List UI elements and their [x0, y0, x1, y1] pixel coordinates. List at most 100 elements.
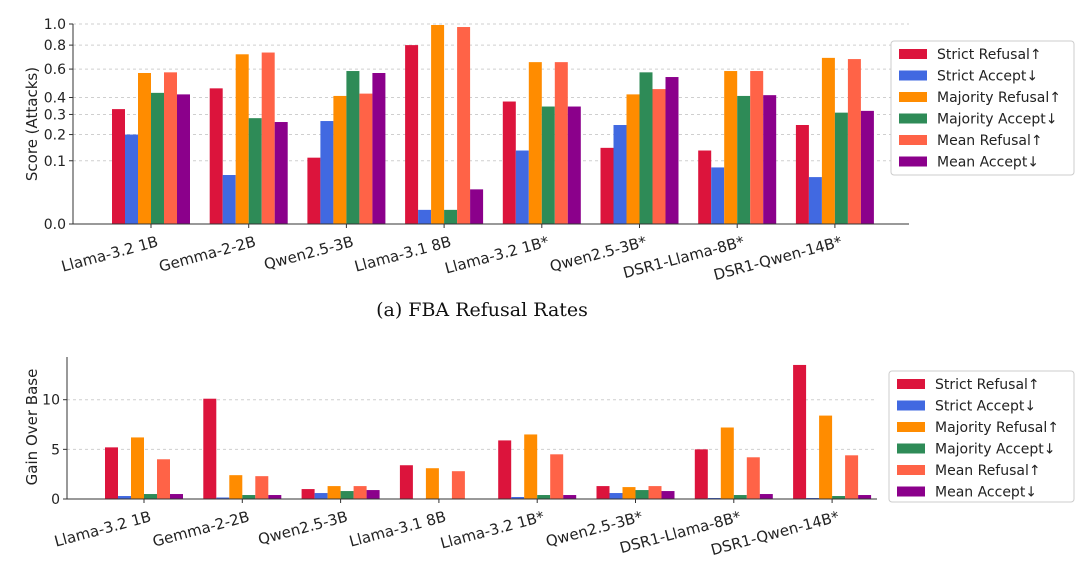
bar [366, 490, 380, 499]
x-tick-label: Qwen2.5-3B [262, 232, 355, 273]
bar [320, 121, 334, 224]
legend-label: Majority Refusal↑ [935, 420, 1059, 436]
bar [144, 494, 157, 499]
bar [118, 496, 131, 499]
legend-label: Mean Accept↓ [935, 485, 1037, 501]
bar [847, 59, 861, 224]
bar [720, 427, 734, 499]
legend-swatch [897, 379, 925, 389]
legend-box [890, 40, 1075, 176]
x-tick-label: Llama-3.1 8B [352, 232, 453, 275]
y-tick-label: 0.2 [44, 128, 66, 144]
bar [405, 45, 419, 224]
legend-label: Majority Accept↓ [935, 442, 1055, 458]
bar [733, 495, 747, 499]
bar [216, 497, 230, 499]
y-tick-label: 0.1 [44, 154, 66, 170]
bar [845, 455, 859, 499]
bar [502, 101, 516, 224]
x-tick-label: Qwen2.5-3B [256, 507, 349, 548]
bar [157, 459, 170, 499]
grid-lines [73, 23, 909, 225]
legend-swatch [899, 49, 927, 59]
bar [563, 495, 577, 499]
bar [229, 475, 243, 499]
caption: (a) FBA Refusal Rates [376, 299, 588, 321]
legend-swatch [897, 422, 925, 432]
bar [457, 27, 471, 225]
y-tick-labels: 0 5 10 [42, 393, 60, 508]
x-tick-label: Gemma-2-2B [157, 232, 258, 275]
bar [524, 434, 538, 499]
legend-label: Mean Refusal↑ [937, 133, 1043, 149]
bar [327, 486, 341, 499]
bars [105, 364, 872, 499]
legend-label: Strict Refusal↑ [935, 377, 1040, 393]
bar [399, 465, 413, 499]
y-tick-label: 1.0 [44, 17, 66, 33]
bar [451, 471, 465, 499]
bar [596, 486, 610, 499]
bar [372, 73, 386, 224]
bar [613, 125, 627, 224]
bar [511, 497, 525, 499]
bar [418, 209, 432, 224]
bar [222, 175, 236, 224]
bar [661, 491, 675, 499]
bar [648, 486, 662, 499]
bar [498, 440, 512, 499]
bar [759, 494, 773, 499]
legend-swatch [897, 465, 925, 475]
legend-swatch [897, 400, 925, 411]
bar [550, 454, 564, 499]
bar [170, 494, 183, 499]
bar [138, 73, 151, 224]
bar [515, 150, 529, 224]
bar [425, 468, 439, 499]
y-tick-label: 0.3 [44, 107, 66, 123]
x-tick-label: Llama-3.2 1B [52, 507, 153, 550]
bar [724, 71, 738, 224]
bar [301, 489, 315, 499]
y-tick-label: 0 [51, 492, 60, 508]
bar [177, 94, 190, 224]
legend: Strict Refusal↑ Strict Accept↓ Majority Re… [890, 40, 1075, 176]
bar [832, 496, 846, 499]
y-tick-label: 0.6 [44, 62, 66, 78]
legend-swatch [899, 113, 927, 124]
bar [528, 62, 542, 224]
bar [711, 167, 725, 224]
bar [261, 52, 275, 224]
bar [694, 449, 708, 499]
bar [746, 457, 760, 499]
x-tick-label: Llama-3.2 1B* [438, 507, 546, 552]
bar [307, 157, 321, 224]
bar [635, 490, 649, 499]
legend-swatch [899, 135, 927, 145]
legend: Strict Refusal↑ Strict Accept↓ Majority Re… [888, 370, 1075, 503]
legend-label: Strict Refusal↑ [937, 47, 1042, 63]
bar [431, 25, 445, 224]
bar [353, 486, 367, 499]
x-tick-label: Gemma-2-2B [151, 507, 252, 550]
bars [112, 25, 874, 225]
bar [622, 487, 636, 499]
legend-swatch [897, 443, 925, 454]
x-tick-label: Llama-3.2 1B* [443, 232, 551, 277]
legend-label: Mean Accept↓ [937, 155, 1039, 171]
bar [652, 89, 666, 224]
axes [63, 357, 877, 503]
bar [235, 54, 249, 224]
legend-swatch [899, 70, 927, 81]
bar [858, 495, 872, 499]
legend-label: Majority Accept↓ [937, 112, 1057, 128]
bar [248, 118, 262, 224]
bar [639, 72, 653, 224]
bar [112, 109, 125, 224]
bar [860, 110, 874, 224]
legend-box [888, 370, 1075, 503]
bar [131, 437, 144, 499]
bar [314, 493, 328, 499]
